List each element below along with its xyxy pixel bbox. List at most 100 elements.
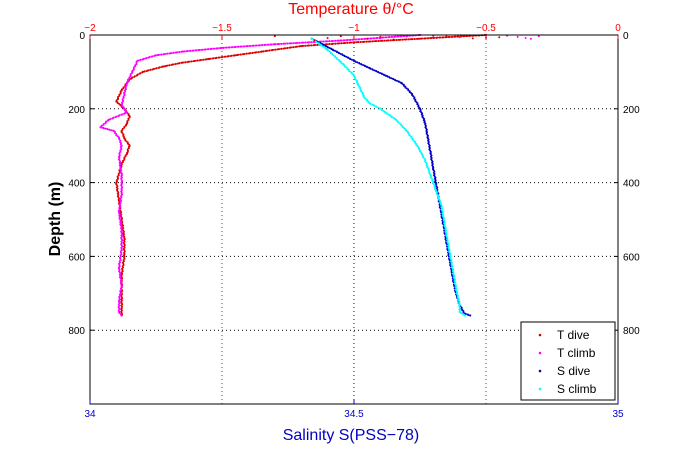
trace-dot-t-dive [204, 58, 207, 61]
trace-dot-s-climb [387, 113, 390, 116]
trace-dot-t-climb [245, 45, 248, 48]
trace-dot-t-climb [162, 53, 165, 56]
trace-dot-t-dive [198, 59, 201, 62]
trace-dot-t-dive [355, 41, 358, 44]
trace-dot-t-climb [106, 119, 109, 122]
trace-dot-s-dive [388, 76, 391, 79]
tick-label-depth-left: 800 [68, 326, 85, 337]
trace-dot-t-climb [269, 43, 272, 46]
tick-label-depth-right: 400 [623, 179, 640, 190]
trace-dot-t-dive [294, 45, 297, 48]
trace-dot-t-dive [168, 64, 171, 67]
trace-dot-s-dive [386, 75, 389, 78]
trace-dot-t-dive [288, 46, 291, 49]
trace-dot-t-dive [268, 49, 271, 52]
trace-dot-t-climb [266, 43, 269, 46]
trace-dot-t-climb [294, 42, 297, 45]
trace-dot-t-climb [209, 48, 212, 51]
trace-dot-t-dive [274, 48, 277, 51]
trace-dot-t-climb [306, 41, 309, 44]
trace-dot-s-dive [336, 51, 339, 54]
trace-dot-t-climb [330, 40, 333, 43]
trace-dot-t-climb [114, 116, 117, 119]
trace-dot-t-climb [236, 45, 239, 48]
trace-dot-t-climb [360, 38, 363, 41]
trace-dot-t-dive [352, 41, 355, 44]
legend-marker-t-climb [538, 351, 542, 355]
trace-dot-t-climb [354, 38, 357, 41]
data-point-t-dive [498, 36, 501, 39]
data-point-t-climb [379, 37, 382, 40]
trace-dot-t-dive [312, 44, 315, 47]
trace-dot-s-dive [398, 80, 401, 83]
trace-dot-s-climb [323, 46, 326, 49]
trace-dot-s-climb [384, 111, 387, 114]
trace-dot-t-dive [361, 40, 364, 43]
trace-dot-t-dive [170, 63, 173, 66]
trace-dot-t-climb [399, 35, 402, 38]
trace-dot-t-climb [328, 40, 331, 43]
trace-dot-s-climb [318, 43, 321, 46]
trace-dot-t-climb [260, 44, 263, 47]
tick-label-temperature: −2 [84, 23, 96, 34]
trace-dot-t-climb [372, 37, 375, 40]
tick-label-depth-left: 400 [68, 179, 85, 190]
trace-dot-s-dive [392, 78, 395, 81]
trace-dot-t-climb [254, 44, 257, 47]
trace-dot-t-climb [172, 51, 175, 54]
trace-dot-t-climb [104, 127, 107, 130]
data-point-t-dive [273, 35, 276, 38]
trace-dot-t-dive [190, 60, 193, 63]
y-axis-label: Depth (m) [47, 182, 64, 257]
trace-dot-t-dive [232, 54, 235, 57]
trace-dot-s-dive [390, 77, 393, 80]
data-point-s-dive [469, 314, 472, 317]
trace-dot-s-dive [375, 70, 378, 73]
trace-dot-t-dive [160, 65, 163, 68]
tick-label-salinity: 34 [84, 409, 96, 420]
trace-dot-t-climb [369, 37, 372, 40]
trace-dot-s-dive [332, 49, 335, 52]
data-point-t-dive [445, 35, 448, 38]
trace-dot-t-climb [185, 50, 188, 53]
trace-dot-t-dive [226, 55, 229, 58]
trace-dot-t-dive [426, 37, 429, 40]
trace-dot-t-dive [241, 53, 244, 56]
legend-label-t-climb: T climb [557, 346, 596, 360]
trace-dot-s-dive [324, 45, 327, 48]
tick-label-depth-left: 600 [68, 252, 85, 263]
trace-dot-t-dive [409, 38, 412, 41]
trace-dot-t-dive [367, 40, 370, 43]
trace-dot-s-dive [343, 55, 346, 58]
trace-dot-s-dive [358, 62, 361, 65]
trace-dot-t-dive [253, 51, 256, 54]
trace-dot-t-climb [153, 54, 156, 57]
trace-dot-t-dive [415, 37, 418, 40]
trace-dot-s-dive [383, 74, 386, 77]
trace-dot-s-dive [366, 66, 369, 69]
trace-dot-t-dive [196, 59, 199, 62]
trace-dot-t-climb [215, 47, 218, 50]
trace-dot-t-dive [462, 35, 465, 38]
trace-dot-s-climb [315, 41, 318, 44]
trace-dot-t-dive [346, 41, 349, 44]
trace-dot-t-dive [413, 38, 416, 41]
trace-dot-t-dive [310, 44, 313, 47]
trace-dot-s-dive [347, 56, 350, 59]
trace-dot-s-climb [320, 44, 323, 47]
data-point-t-dive [339, 35, 342, 38]
trace-dot-t-dive [286, 47, 289, 50]
trace-dot-t-climb [102, 127, 105, 130]
data-point-t-climb [516, 35, 519, 38]
trace-dot-t-dive [122, 87, 125, 90]
trace-dot-s-dive [338, 52, 341, 55]
trace-dot-s-climb [380, 109, 383, 112]
trace-dot-s-dive [334, 49, 337, 52]
trace-dot-t-dive [174, 63, 177, 66]
series-t-dive [115, 33, 488, 317]
data-point-t-dive [392, 38, 395, 41]
tick-label-depth-right: 800 [623, 326, 640, 337]
trace-dot-t-dive [141, 71, 144, 74]
trace-dot-t-climb [197, 49, 200, 52]
trace-dot-t-dive [151, 68, 154, 71]
